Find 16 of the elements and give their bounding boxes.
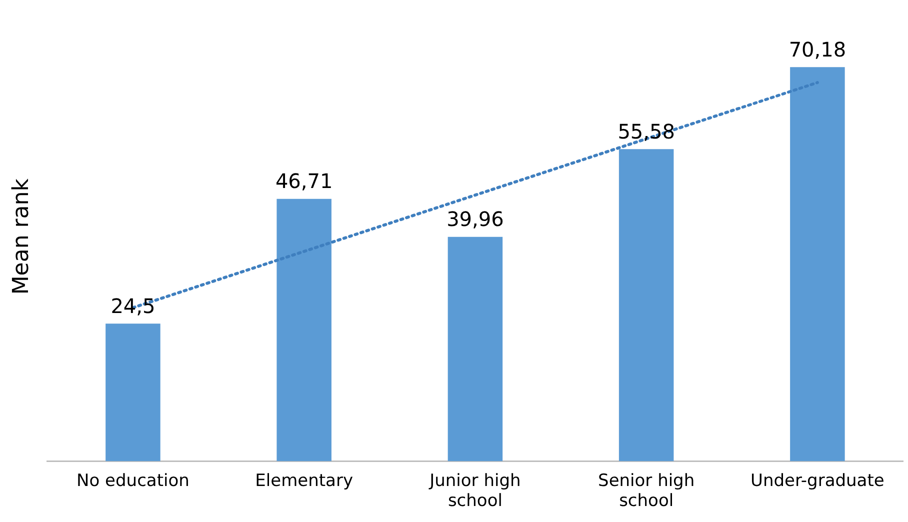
x-tick-label: No education: [76, 470, 190, 491]
y-axis-title: Mean rank: [8, 178, 34, 295]
data-label: 46,71: [275, 169, 333, 194]
data-label: 55,58: [618, 119, 675, 144]
x-tick-label: Under-graduate: [750, 470, 884, 491]
data-label: 70,18: [788, 37, 846, 62]
bar: [618, 149, 674, 462]
bar: [106, 324, 160, 462]
data-label: 24,5: [110, 294, 156, 318]
bar: [790, 67, 845, 462]
bar: [276, 198, 332, 462]
bar: [448, 236, 503, 462]
x-tick-label: Elementary: [255, 470, 354, 491]
x-tick-label: Junior high school: [428, 470, 521, 512]
data-label: 39,96: [446, 207, 504, 232]
x-tick-label: Senior high school: [598, 470, 695, 512]
